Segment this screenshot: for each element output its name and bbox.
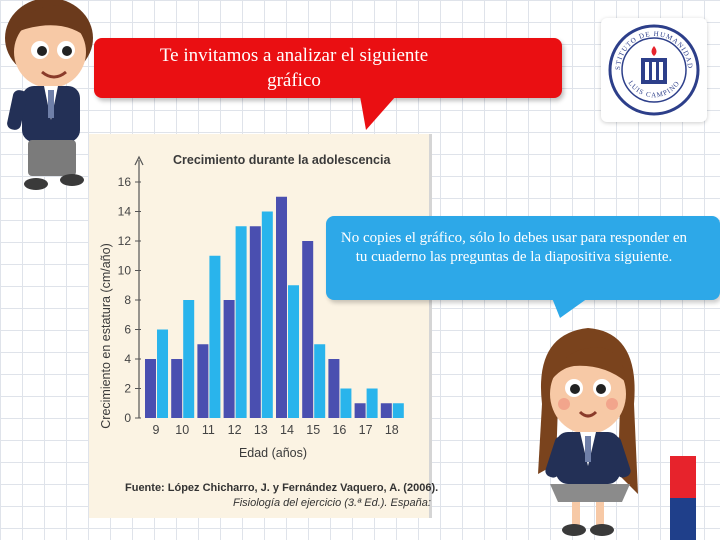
speech-bubble-top-tail (360, 96, 396, 130)
y-tick-label: 16 (118, 175, 132, 189)
y-tick-label: 10 (118, 264, 132, 278)
chart-source-line-2: Fisiología del ejercicio (3.ª Ed.). Espa… (233, 497, 431, 509)
bar-light (392, 403, 404, 418)
y-axis-arrow (134, 155, 144, 166)
y-tick-label: 2 (124, 382, 131, 396)
x-tick-label: 10 (175, 423, 189, 437)
y-tick-label: 4 (124, 352, 131, 366)
bar-dark (249, 226, 261, 418)
speech-bubble-right-text: No copies el gráfico, sólo lo debes usar… (340, 230, 688, 265)
chart-y-axis-label: Crecimiento en estatura (cm/año) (99, 243, 113, 429)
bar-dark (223, 300, 235, 418)
bar-dark (197, 344, 209, 418)
chart-card-edge (429, 134, 432, 518)
bar-dark (145, 359, 157, 418)
bar-dark (171, 359, 183, 418)
decor-red-block (670, 456, 696, 498)
x-tick-label: 13 (254, 423, 268, 437)
bar-light (183, 300, 195, 418)
bar-light (157, 329, 169, 418)
x-tick-label: 15 (306, 423, 320, 437)
y-tick-label: 6 (124, 323, 131, 337)
speech-bubble-top: Te invitamos a analizar el siguiente grá… (94, 38, 562, 98)
chart-source-line-1: Fuente: López Chicharro, J. y Fernández … (125, 482, 439, 494)
bar-dark (328, 359, 340, 418)
y-tick-label: 8 (124, 293, 131, 307)
bar-chart: Crecimiento durante la adolescencia Crec… (99, 153, 404, 460)
y-tick-label: 12 (118, 234, 132, 248)
decor-blue-block (670, 498, 696, 540)
speech-bubble-top-text: Te invitamos a analizar el siguiente grá… (159, 45, 429, 91)
x-tick-label: 14 (280, 423, 294, 437)
x-tick-label: 16 (332, 423, 346, 437)
x-tick-label: 18 (385, 423, 399, 437)
bar-dark (354, 403, 366, 418)
chart-x-axis-label: Edad (años) (239, 446, 307, 460)
bar-light (209, 255, 221, 418)
bar-dark (380, 403, 392, 418)
speech-bubble-right-tail (552, 298, 588, 318)
girl-character (538, 328, 638, 536)
bar-dark (276, 196, 288, 418)
x-tick-label: 11 (202, 423, 215, 437)
chart-title: Crecimiento durante la adolescencia (173, 153, 391, 167)
y-tick-label: 0 (124, 411, 131, 425)
bar-light (235, 226, 247, 418)
x-tick-label: 12 (228, 423, 242, 437)
school-logo: INSTITUTO DE HUMANIDADES LUIS CAMPINO (598, 12, 707, 122)
logo-emblem-icon: INSTITUTO DE HUMANIDADES LUIS CAMPINO (598, 12, 700, 116)
bar-light (340, 388, 352, 418)
bar-dark (302, 241, 314, 418)
bar-light (314, 344, 326, 418)
x-tick-label: 17 (359, 423, 373, 437)
boy-character (5, 0, 93, 190)
bar-light (366, 388, 378, 418)
y-tick-label: 14 (118, 205, 132, 219)
bar-light (288, 285, 300, 418)
bar-light (261, 211, 273, 418)
speech-bubble-right: No copies el gráfico, sólo lo debes usar… (326, 216, 720, 300)
x-tick-label: 9 (153, 423, 160, 437)
